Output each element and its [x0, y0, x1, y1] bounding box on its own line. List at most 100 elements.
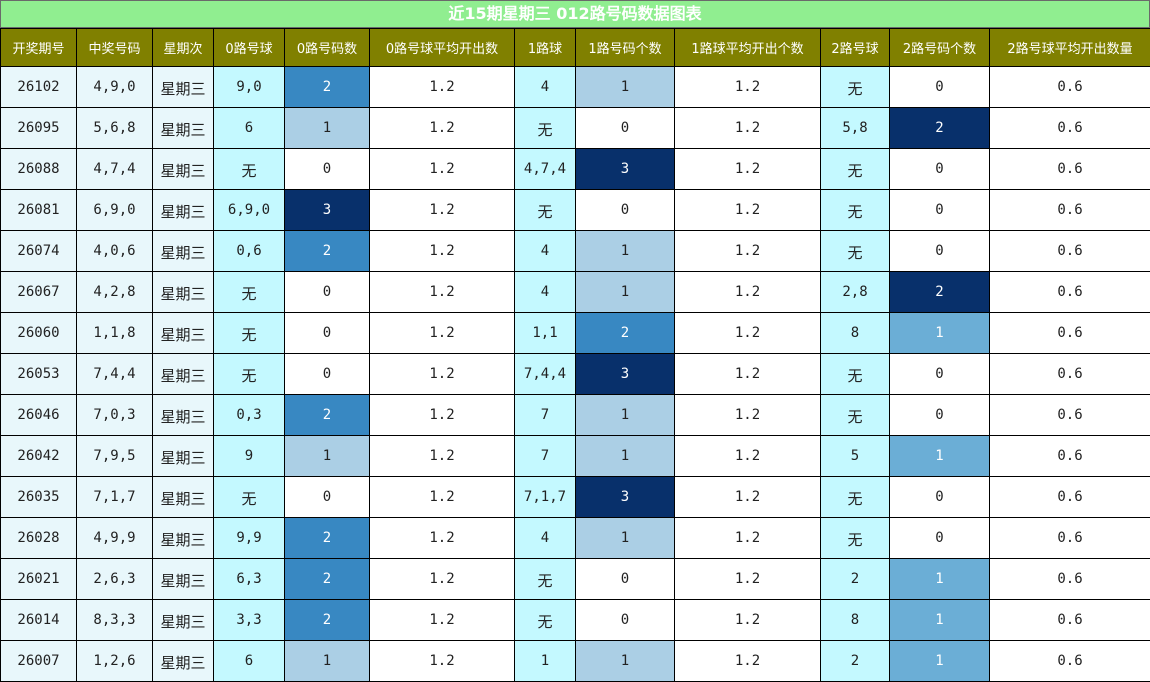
table-cell: 1.2 — [370, 600, 515, 641]
table-cell: 1.2 — [675, 436, 821, 477]
table-cell: 4,0,6 — [77, 231, 153, 272]
table-cell: 2 — [285, 600, 370, 641]
table-cell: 3 — [576, 354, 675, 395]
table-cell: 1.2 — [675, 149, 821, 190]
table-cell: 4 — [515, 518, 576, 559]
table-cell: 1.2 — [370, 477, 515, 518]
table-cell: 5,8 — [821, 108, 890, 149]
table-cell: 0 — [890, 149, 990, 190]
table-cell: 26028 — [1, 518, 77, 559]
table-cell: 无 — [821, 231, 890, 272]
table-cell: 26007 — [1, 641, 77, 682]
table-cell: 1 — [890, 559, 990, 600]
table-cell: 0 — [890, 477, 990, 518]
table-cell: 9,9 — [214, 518, 285, 559]
table-cell: 0 — [576, 559, 675, 600]
table-cell: 0 — [890, 354, 990, 395]
table-cell: 星期三 — [153, 354, 214, 395]
table-cell: 星期三 — [153, 436, 214, 477]
table-cell: 1.2 — [675, 641, 821, 682]
table-cell: 1 — [285, 108, 370, 149]
table-cell: 1.2 — [675, 67, 821, 108]
table-cell: 无 — [821, 395, 890, 436]
table-cell: 5 — [821, 436, 890, 477]
table-cell: 1.2 — [370, 67, 515, 108]
table-cell: 1.2 — [370, 436, 515, 477]
table-cell: 0 — [285, 354, 370, 395]
table-cell: 4 — [515, 67, 576, 108]
table-cell: 2,8 — [821, 272, 890, 313]
table-cell: 无 — [214, 313, 285, 354]
table-cell: 1.2 — [370, 641, 515, 682]
table-cell: 0 — [890, 190, 990, 231]
table-cell: 5,6,8 — [77, 108, 153, 149]
table-cell: 1.2 — [370, 272, 515, 313]
table-cell: 4,2,8 — [77, 272, 153, 313]
table-cell: 1.2 — [675, 231, 821, 272]
table-cell: 0.6 — [990, 149, 1150, 190]
table-cell: 0 — [285, 149, 370, 190]
table-cell: 7 — [515, 395, 576, 436]
table-cell: 0 — [285, 272, 370, 313]
table-cell: 0.6 — [990, 190, 1150, 231]
table-cell: 0,6 — [214, 231, 285, 272]
table-cell: 1.2 — [675, 272, 821, 313]
table-cell: 1.2 — [370, 149, 515, 190]
table-cell: 1,1,8 — [77, 313, 153, 354]
table-cell: 1.2 — [675, 600, 821, 641]
table-cell: 1 — [285, 641, 370, 682]
table-cell: 1.2 — [370, 354, 515, 395]
table-cell: 2 — [821, 641, 890, 682]
table-cell: 星期三 — [153, 559, 214, 600]
column-header: 0路号球 — [214, 29, 285, 67]
table-cell: 7,4,4 — [515, 354, 576, 395]
table-cell: 无 — [214, 354, 285, 395]
column-header: 中奖号码 — [77, 29, 153, 67]
table-cell: 2 — [890, 272, 990, 313]
table-cell: 2 — [285, 395, 370, 436]
table-cell: 1.2 — [370, 190, 515, 231]
table-cell: 1,2,6 — [77, 641, 153, 682]
table-cell: 1,1 — [515, 313, 576, 354]
table-cell: 3 — [576, 477, 675, 518]
column-header: 2路号球 — [821, 29, 890, 67]
table-cell: 0.6 — [990, 395, 1150, 436]
table-cell: 2 — [285, 67, 370, 108]
chart-title: 近15期星期三 012路号码数据图表 — [0, 0, 1150, 28]
table-cell: 1.2 — [370, 231, 515, 272]
table-cell: 0,3 — [214, 395, 285, 436]
table-cell: 1 — [285, 436, 370, 477]
table-cell: 1 — [890, 313, 990, 354]
table-cell: 26102 — [1, 67, 77, 108]
table-cell: 2 — [285, 518, 370, 559]
table-cell: 4,9,9 — [77, 518, 153, 559]
table-cell: 6 — [214, 108, 285, 149]
table-cell: 1.2 — [370, 313, 515, 354]
table-cell: 4,7,4 — [515, 149, 576, 190]
table-cell: 0 — [576, 108, 675, 149]
table-cell: 星期三 — [153, 600, 214, 641]
table-cell: 星期三 — [153, 149, 214, 190]
table-cell: 7,1,7 — [515, 477, 576, 518]
table-cell: 无 — [214, 149, 285, 190]
table-cell: 26081 — [1, 190, 77, 231]
table-cell: 0.6 — [990, 559, 1150, 600]
table-cell: 0 — [890, 395, 990, 436]
table-cell: 星期三 — [153, 190, 214, 231]
table-cell: 2 — [890, 108, 990, 149]
table-cell: 1.2 — [675, 518, 821, 559]
table-cell: 2 — [285, 559, 370, 600]
table-cell: 1.2 — [675, 190, 821, 231]
table-cell: 1.2 — [370, 395, 515, 436]
